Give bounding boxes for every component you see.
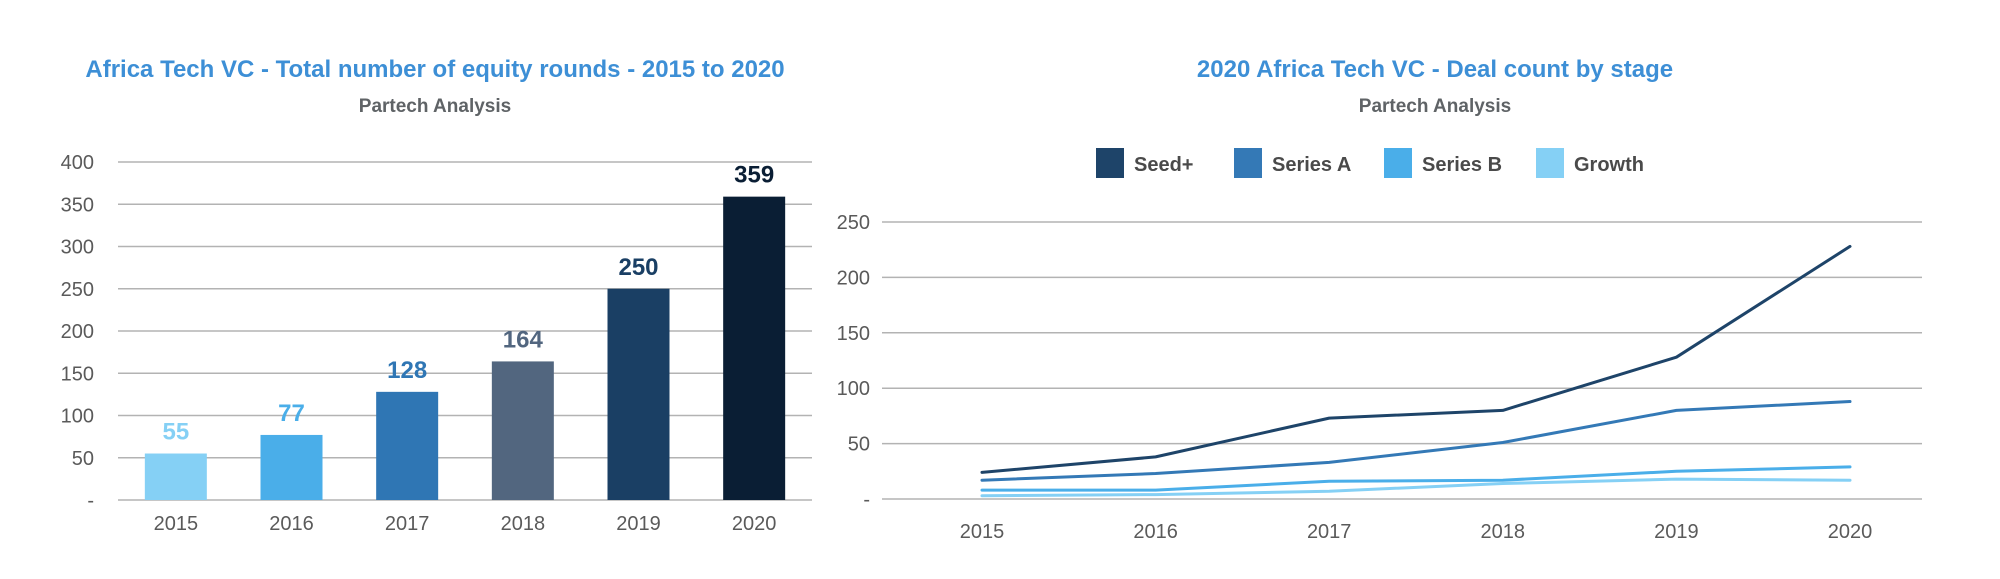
equity-rounds-chart-title: Africa Tech VC - Total number of equity … xyxy=(85,56,785,83)
legend-label: Series A xyxy=(1272,154,1351,176)
bar-x-tick-label: 2015 xyxy=(154,513,199,535)
bar-value-label: 55 xyxy=(162,419,189,446)
bar-y-tick-label: - xyxy=(87,490,94,512)
line-y-tick-label: - xyxy=(863,489,870,511)
deal-count-line-chart: - 50 100 150 200 250 2015 2016 2017 2018 2019 2020 S… xyxy=(837,148,1922,543)
bar-y-tick-label: 100 xyxy=(61,406,94,428)
bar-2019 xyxy=(607,288,670,500)
bar-value-label: 164 xyxy=(503,326,544,353)
bar-x-tick-label: 2016 xyxy=(269,513,314,535)
series-line-series-b xyxy=(980,465,1852,492)
bar-x-tick-label: 2018 xyxy=(501,513,546,535)
legend-label: Growth xyxy=(1574,154,1644,176)
bar-y-tick-label: 200 xyxy=(61,321,94,343)
bar-2017 xyxy=(376,391,439,500)
bar-y-tick-label: 400 xyxy=(61,152,94,174)
line-y-tick-label: 150 xyxy=(837,323,870,345)
line-x-tick-label: 2017 xyxy=(1307,521,1352,543)
line-y-tick-label: 100 xyxy=(837,378,870,400)
line-x-tick-label: 2019 xyxy=(1654,521,1699,543)
legend-swatch xyxy=(1096,148,1124,178)
deal-count-chart-panel: 2020 Africa Tech VC - Deal count by stag… xyxy=(830,0,2000,579)
series-line-growth xyxy=(980,477,1852,498)
line-x-tick-label: 2016 xyxy=(1133,521,1178,543)
line-x-tick-label: 2020 xyxy=(1828,521,1873,543)
bar-value-label: 250 xyxy=(618,254,658,281)
bar-value-label: 359 xyxy=(734,162,774,189)
line-x-tick-label: 2018 xyxy=(1481,521,1526,543)
bar-x-tick-label: 2017 xyxy=(385,513,430,535)
legend-swatch xyxy=(1536,148,1564,178)
legend-label: Series B xyxy=(1422,154,1502,176)
line-y-tick-label: 250 xyxy=(837,212,870,234)
legend-swatch xyxy=(1384,148,1412,178)
series-line-series-a xyxy=(980,400,1852,482)
bar-y-tick-label: 150 xyxy=(61,363,94,385)
equity-rounds-chart-panel: Africa Tech VC - Total number of equity … xyxy=(0,0,830,579)
bar-value-label: 128 xyxy=(387,357,427,384)
legend-label: Seed+ xyxy=(1134,154,1193,176)
deal-count-chart-subtitle: Partech Analysis xyxy=(1358,96,1512,117)
bar-value-label: 77 xyxy=(278,400,305,427)
bar-x-tick-label: 2019 xyxy=(616,513,661,535)
bar-2020 xyxy=(723,196,786,500)
equity-rounds-chart-subtitle: Partech Analysis xyxy=(358,96,512,117)
bar-2018 xyxy=(491,361,554,500)
bar-2015 xyxy=(144,453,207,500)
line-x-tick-label: 2015 xyxy=(960,521,1005,543)
line-y-tick-label: 50 xyxy=(848,434,870,456)
series-line-seed- xyxy=(980,244,1852,474)
line-y-tick-label: 200 xyxy=(837,267,870,289)
legend-swatch xyxy=(1234,148,1262,178)
bar-y-tick-label: 250 xyxy=(61,279,94,301)
bar-y-tick-label: 350 xyxy=(61,194,94,216)
bar-y-tick-label: 50 xyxy=(72,448,94,470)
bar-y-tick-label: 300 xyxy=(61,237,94,259)
bar-2016 xyxy=(260,434,323,500)
equity-rounds-bar-chart: - 50 100 150 200 250 300 350 400 55 2015 77 2016 128 2… xyxy=(61,152,812,535)
deal-count-chart-title: 2020 Africa Tech VC - Deal count by stag… xyxy=(1196,56,1674,83)
bar-x-tick-label: 2020 xyxy=(732,513,777,535)
